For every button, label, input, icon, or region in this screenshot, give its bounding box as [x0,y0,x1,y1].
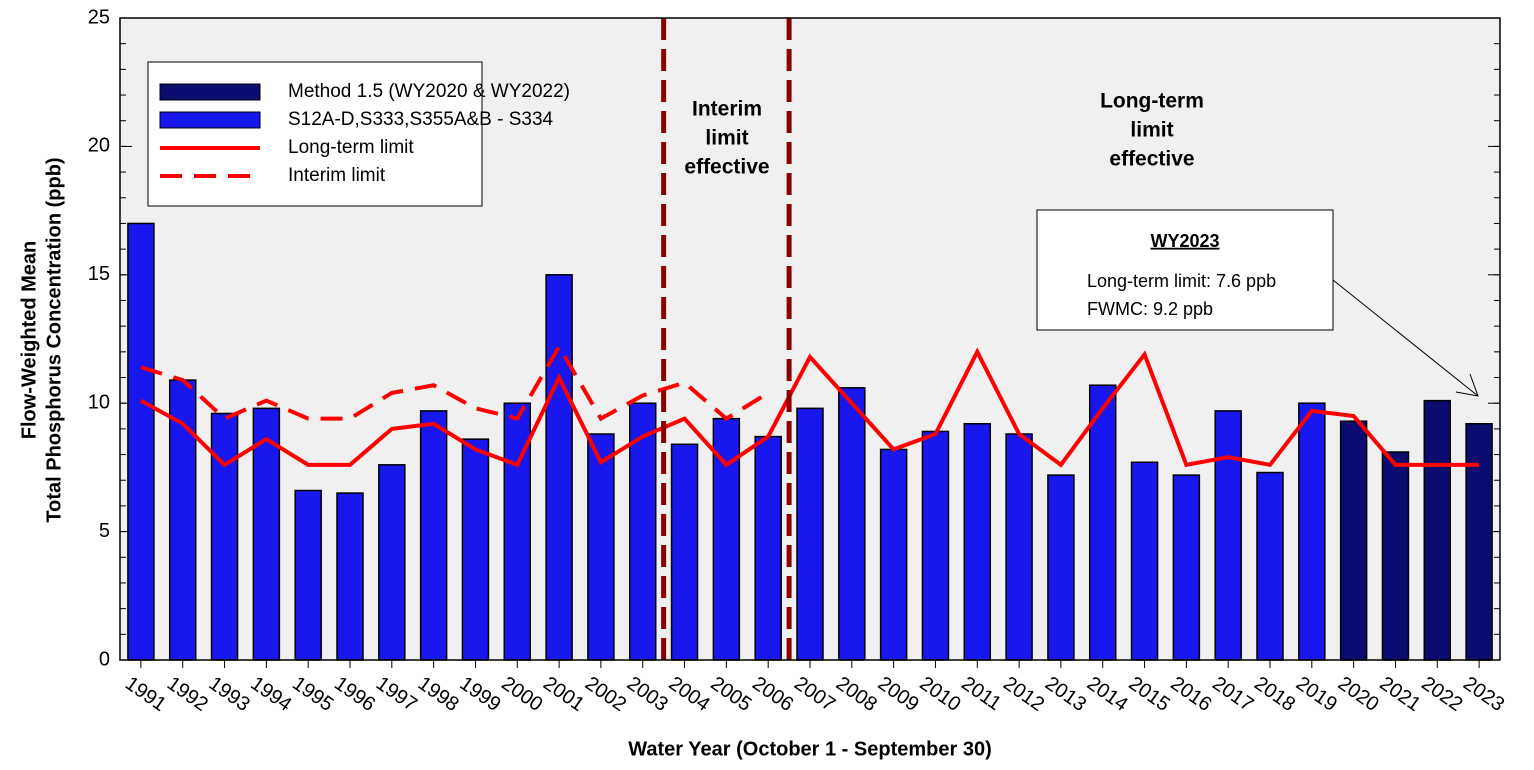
legend-label: Long-term limit [288,137,414,158]
y-axis-title: Flow-Weighted Mean [18,241,40,440]
y-tick-label: 20 [88,135,110,157]
annotation: limit [1130,119,1173,142]
y-tick-label: 25 [88,6,110,28]
y-tick-label: 0 [99,648,110,670]
x-tick-label: 1996 [330,672,379,716]
x-tick-label: 2012 [999,672,1048,716]
x-tick-label: 2008 [832,672,881,716]
annotation: effective [1109,148,1194,171]
x-tick-label: 1992 [163,672,212,716]
annotation: FWMC: 9.2 ppb [1087,299,1213,319]
annotation: Long-term [1100,90,1204,113]
legend-label: Interim limit [288,165,386,186]
annotation-title: WY2023 [1150,231,1219,251]
x-tick-label: 1998 [414,672,463,716]
bar [1298,402,1326,661]
x-tick-label: 1993 [205,672,254,716]
x-tick-label: 2001 [539,672,588,716]
x-tick-label: 2010 [916,672,965,716]
annotation: Long-term limit: 7.6 ppb [1087,271,1276,291]
bar [754,435,782,661]
bar [1088,384,1117,661]
x-tick-label: 2017 [1208,672,1257,716]
bar [879,448,908,661]
bar [127,222,155,661]
x-tick-label: 2013 [1041,672,1090,716]
x-tick-label: 1991 [121,672,170,716]
line-series [139,347,1480,468]
bar [1256,471,1284,661]
x-tick-label: 1994 [246,672,295,716]
y-tick-label: 10 [88,391,110,413]
x-tick-label: 2019 [1292,672,1341,716]
bar [1005,433,1033,661]
legend-label: S12A-D,S333,S355A&B - S334 [288,109,554,130]
annotation: effective [684,156,769,179]
bar [587,433,615,661]
bar [1047,474,1075,661]
x-tick-label: 2022 [1417,672,1466,716]
x-tick-label: 2021 [1376,672,1425,716]
bar [294,489,322,661]
bar [336,492,364,661]
bar [1130,461,1159,661]
x-tick-label: 2006 [748,672,797,716]
bar [210,412,239,661]
bar [419,410,448,661]
bar [921,430,950,661]
x-tick-label: 2009 [874,672,923,716]
x-tick-label: 2015 [1125,672,1174,716]
bar [1465,422,1493,661]
bar [1423,399,1452,661]
legend-swatch [159,111,261,129]
x-tick-label: 1999 [456,672,505,716]
y-tick-label: 5 [99,520,110,542]
x-tick-label: 2018 [1250,672,1299,716]
annotation: Interim [692,98,762,121]
bar [838,387,866,661]
bar [545,274,573,661]
x-tick-label: 2011 [957,672,1005,715]
annotation-box [1036,209,1334,331]
x-tick-label: 2000 [497,672,546,716]
bar [1339,420,1368,661]
x-tick-label: 2007 [790,672,839,716]
bar [461,438,490,661]
bar [1214,410,1242,661]
annotation: limit [705,127,748,150]
y-axis-title: Total Phosphorus Concentration (ppb) [43,157,65,522]
x-tick-label: 2003 [623,672,672,716]
x-tick-label: 2002 [581,672,630,716]
x-tick-label: 1997 [372,672,421,716]
legend-label: Method 1.5 (WY2020 & WY2022) [288,81,570,102]
x-tick-label: 2004 [665,672,714,716]
line-series [140,342,770,422]
x-tick-label: 2005 [706,672,755,716]
x-tick-label: 2014 [1083,672,1132,716]
x-tick-label: 2020 [1334,672,1383,716]
x-tick-label: 2023 [1459,672,1508,716]
bar [670,443,699,661]
bar [1381,451,1410,661]
legend-swatch [159,83,261,101]
bar [1172,474,1201,661]
annotation-arrow [1332,279,1479,397]
bar [378,464,406,661]
x-axis-title: Water Year (October 1 - September 30) [628,738,991,760]
x-tick-label: 2016 [1166,672,1215,716]
x-tick-label: 1995 [288,672,337,716]
y-tick-label: 15 [88,263,110,285]
bar [796,407,824,661]
annotation-arrowhead [1455,373,1479,397]
bar [252,407,281,661]
bar [963,422,992,661]
